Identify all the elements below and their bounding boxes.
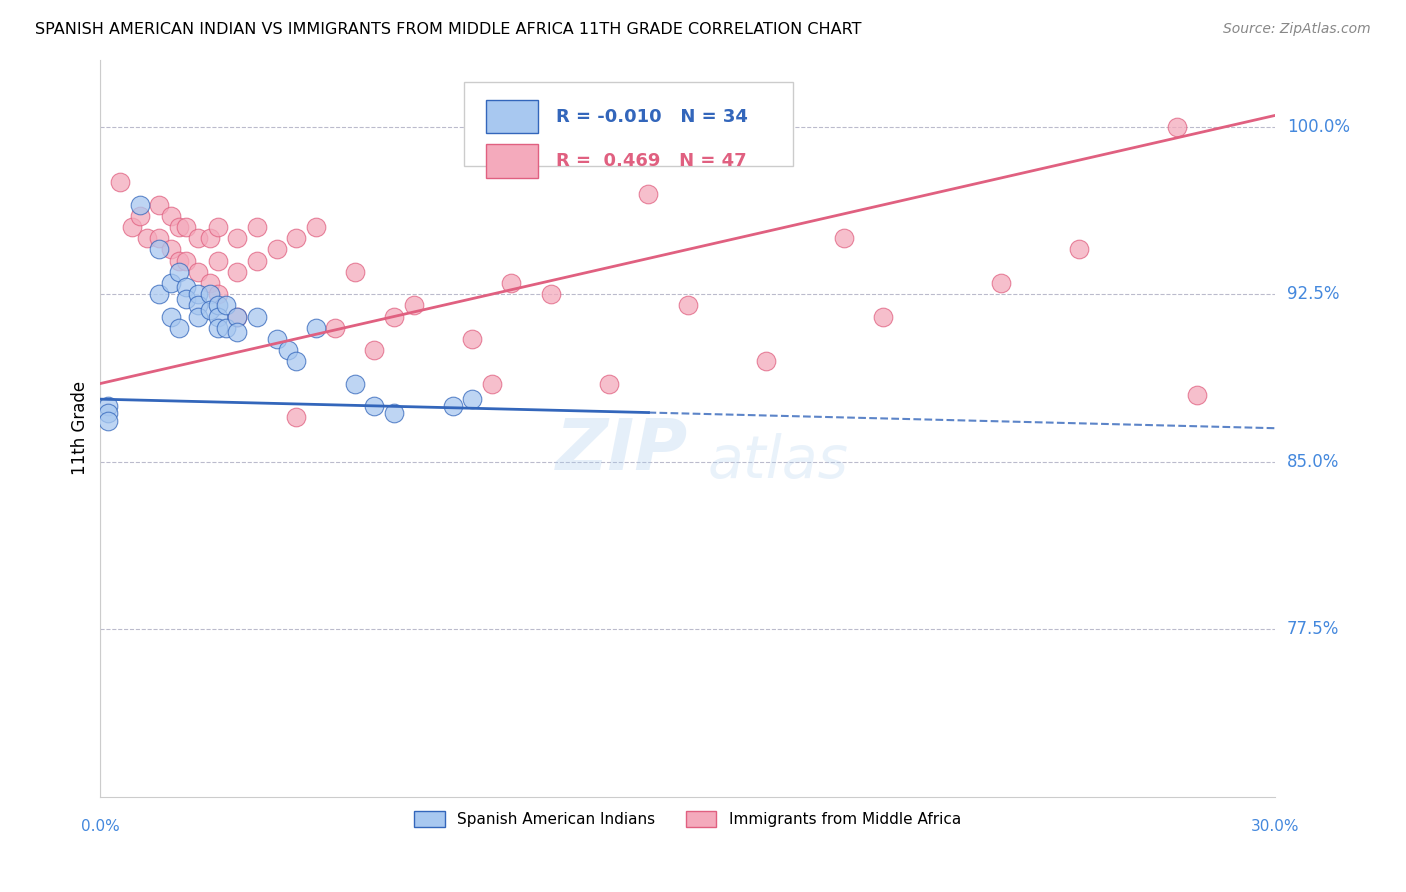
Point: [198, 302, 221, 317]
Point: [501, 276, 523, 290]
Point: [148, 198, 170, 212]
Point: [97, 406, 120, 420]
Point: [323, 320, 346, 334]
Point: [246, 220, 269, 235]
Point: [97, 415, 120, 429]
Point: [187, 310, 209, 324]
Point: [277, 343, 299, 357]
Y-axis label: 11th Grade: 11th Grade: [72, 381, 89, 475]
Point: [176, 280, 198, 294]
Point: [214, 298, 236, 312]
Point: [343, 265, 366, 279]
Text: 0.0%: 0.0%: [82, 819, 120, 834]
Point: [441, 399, 464, 413]
Point: [363, 343, 385, 357]
Point: [207, 253, 229, 268]
Text: R = -0.010   N = 34: R = -0.010 N = 34: [557, 108, 748, 126]
Text: 30.0%: 30.0%: [1251, 819, 1299, 834]
Bar: [464, 82, 793, 167]
Point: [540, 287, 562, 301]
Point: [266, 243, 288, 257]
Point: [136, 231, 159, 245]
Point: [187, 231, 209, 245]
Point: [990, 276, 1012, 290]
Point: [159, 243, 181, 257]
Point: [481, 376, 503, 391]
Point: [207, 287, 229, 301]
Point: [167, 320, 190, 334]
Point: [343, 376, 366, 391]
Point: [285, 354, 308, 368]
Point: [226, 231, 249, 245]
Point: [148, 287, 170, 301]
Point: [246, 253, 269, 268]
Text: Source: ZipAtlas.com: Source: ZipAtlas.com: [1223, 22, 1371, 37]
Point: [207, 310, 229, 324]
Point: [676, 298, 699, 312]
Point: [285, 231, 308, 245]
Point: [832, 231, 855, 245]
Text: 85.0%: 85.0%: [1286, 453, 1339, 471]
Point: [637, 186, 659, 201]
Point: [461, 392, 484, 406]
Point: [214, 320, 236, 334]
Point: [176, 253, 198, 268]
Point: [402, 298, 425, 312]
Point: [1166, 120, 1188, 134]
Point: [1069, 243, 1091, 257]
Point: [305, 220, 328, 235]
Point: [198, 276, 221, 290]
Point: [382, 310, 405, 324]
Text: 77.5%: 77.5%: [1286, 620, 1339, 639]
Point: [121, 220, 143, 235]
Point: [246, 310, 269, 324]
Point: [226, 325, 249, 339]
Legend: Spanish American Indians, Immigrants from Middle Africa: Spanish American Indians, Immigrants fro…: [408, 805, 967, 833]
Point: [226, 265, 249, 279]
Point: [108, 176, 131, 190]
Point: [207, 320, 229, 334]
Text: 92.5%: 92.5%: [1286, 285, 1339, 303]
Bar: [485, 100, 538, 133]
Point: [226, 310, 249, 324]
Point: [176, 220, 198, 235]
Point: [207, 298, 229, 312]
Point: [159, 310, 181, 324]
Point: [159, 276, 181, 290]
Point: [226, 310, 249, 324]
Point: [382, 406, 405, 420]
Point: [198, 287, 221, 301]
Point: [128, 209, 150, 223]
Point: [755, 354, 778, 368]
Point: [167, 253, 190, 268]
Point: [187, 298, 209, 312]
Point: [167, 265, 190, 279]
Point: [285, 410, 308, 425]
Point: [198, 231, 221, 245]
Point: [176, 292, 198, 306]
Point: [266, 332, 288, 346]
Point: [187, 265, 209, 279]
Point: [97, 399, 120, 413]
Point: [187, 287, 209, 301]
Bar: [485, 145, 538, 178]
Point: [128, 198, 150, 212]
Point: [598, 376, 620, 391]
Point: [148, 231, 170, 245]
Text: atlas: atlas: [707, 434, 848, 491]
Point: [872, 310, 894, 324]
Point: [1185, 387, 1208, 401]
Text: ZIP: ZIP: [555, 416, 688, 485]
Point: [159, 209, 181, 223]
Text: R =  0.469   N = 47: R = 0.469 N = 47: [557, 152, 747, 170]
Point: [461, 332, 484, 346]
Point: [167, 220, 190, 235]
Text: 100.0%: 100.0%: [1286, 118, 1350, 136]
Point: [363, 399, 385, 413]
Point: [148, 243, 170, 257]
Text: SPANISH AMERICAN INDIAN VS IMMIGRANTS FROM MIDDLE AFRICA 11TH GRADE CORRELATION : SPANISH AMERICAN INDIAN VS IMMIGRANTS FR…: [35, 22, 862, 37]
Point: [207, 220, 229, 235]
Point: [305, 320, 328, 334]
